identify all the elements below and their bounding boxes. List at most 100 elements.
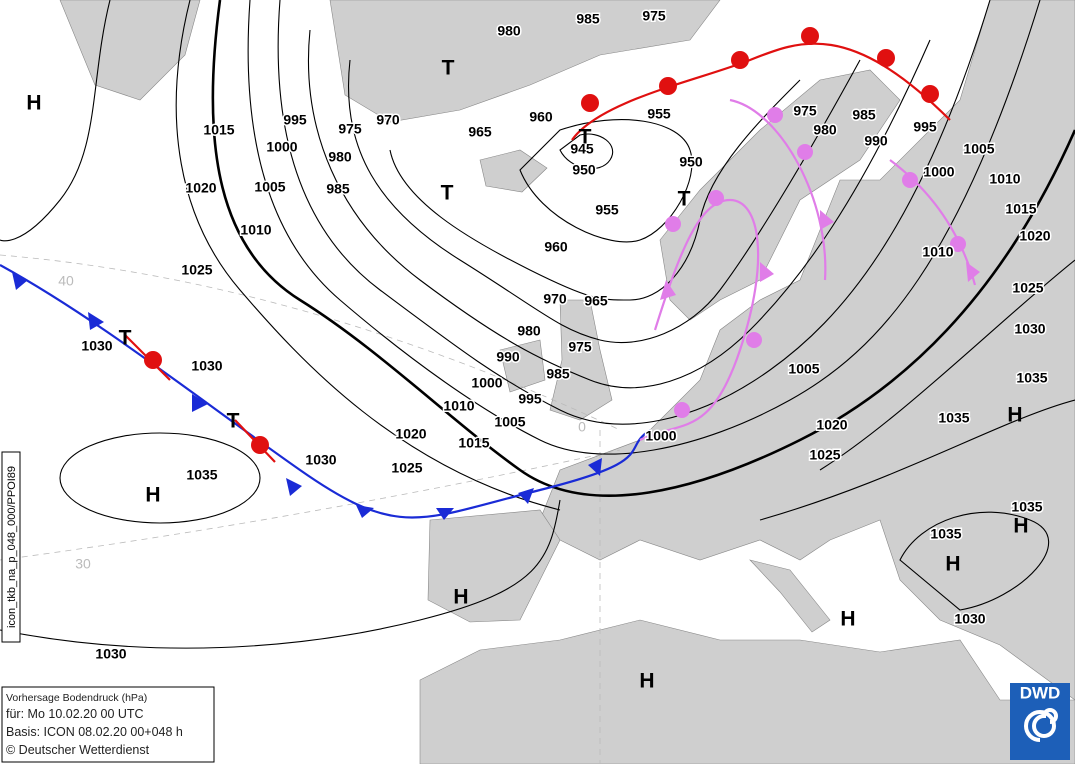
land [427, 509, 561, 623]
isobar-label: 990 [864, 133, 888, 149]
isobar-label: 1020 [395, 426, 426, 442]
pressure-center: H [840, 608, 855, 631]
cold-front-symbol [588, 458, 602, 476]
warm-front-symbol [801, 27, 819, 45]
side-label: icon_tkb_na_p_048_000/PPOI89 [6, 466, 18, 628]
isobar-label: 980 [813, 122, 837, 138]
occlusion-symbol [660, 280, 676, 300]
isobar [0, 0, 111, 242]
isobar-label: 1035 [1011, 499, 1042, 515]
isobar-label: 1000 [923, 164, 954, 180]
isobar-label: 1020 [816, 417, 847, 433]
pressure-center: H [145, 484, 160, 507]
isobar-label: 985 [852, 107, 876, 123]
occlusion-symbol [966, 262, 980, 282]
occlusion-symbol [746, 332, 762, 348]
isobar-label: 1025 [1012, 280, 1043, 296]
graticule-label: 30 [75, 556, 91, 572]
land [749, 559, 831, 633]
side-label-frame [1, 451, 21, 643]
warm-front-symbol [144, 351, 162, 369]
pressure-center: H [1013, 515, 1028, 538]
land [539, 0, 1075, 701]
isobar [347, 59, 861, 344]
land [419, 619, 1075, 764]
isobar-label: 945 [570, 141, 594, 157]
isobar-label: 980 [517, 323, 541, 339]
isobar [277, 0, 991, 425]
cold-front-symbol [436, 508, 454, 520]
front-symbols [12, 272, 602, 520]
isobar-label: 955 [595, 202, 619, 218]
warm-front [571, 42, 951, 141]
isobar [389, 79, 801, 301]
cold-front [0, 264, 651, 519]
front-symbols [144, 27, 939, 454]
isobar-label: 1030 [954, 611, 985, 627]
isobar-label: 1020 [1019, 228, 1050, 244]
isobar-label: 975 [338, 121, 362, 137]
isobar [559, 133, 613, 170]
isobar-label: 995 [913, 119, 937, 135]
isobar [519, 119, 693, 243]
fronts [0, 27, 980, 520]
isobar [759, 399, 1075, 521]
land [549, 299, 613, 421]
cold-front-symbol [518, 488, 534, 504]
pressure-center: H [453, 586, 468, 609]
isobar-label: 1005 [788, 361, 819, 377]
warm-front-symbol [581, 94, 599, 112]
occlusion-symbol [902, 172, 918, 188]
isobar-label: 975 [793, 103, 817, 119]
cold-front-symbol [192, 394, 208, 412]
isobar-label: 1000 [266, 139, 297, 155]
occlusion-symbol [950, 236, 966, 252]
isobar-label: 970 [543, 291, 567, 307]
land [329, 0, 721, 123]
legend-line: Basis: ICON 08.02.20 00+048 h [6, 725, 183, 739]
isobar-label: 1000 [645, 428, 676, 444]
pressure-center: T [119, 327, 132, 350]
logo-text: DWD [1020, 683, 1061, 702]
land-masses [59, 0, 1075, 764]
pressure-center: T [227, 410, 240, 433]
isobar-label: 1010 [240, 222, 271, 238]
isobar [59, 432, 261, 524]
graticule-line [0, 449, 621, 561]
warm-front-symbol [877, 49, 895, 67]
pressure-center: H [1007, 404, 1022, 427]
isobar-label: 970 [376, 112, 400, 128]
occlusion-symbol [708, 190, 724, 206]
isobar-label: 985 [546, 366, 570, 382]
isobar-label: 1020 [185, 180, 216, 196]
logo-box [1010, 683, 1070, 760]
cold-front-symbol [286, 478, 302, 496]
isobar-label: 1035 [930, 526, 961, 542]
isobar-label: 990 [496, 349, 520, 365]
isobar-label: 975 [568, 339, 592, 355]
isobar-label: 1030 [191, 358, 222, 374]
isobar-label: 1010 [922, 244, 953, 260]
isobar-label: 1025 [181, 262, 212, 278]
land [59, 0, 201, 101]
graticule [0, 254, 621, 764]
occlusion-symbol [760, 262, 774, 282]
occluded-front [729, 98, 827, 281]
warm-front-symbol [731, 51, 749, 69]
legend-box: Vorhersage Bodendruck (hPa) für: Mo 10.0… [1, 686, 215, 763]
isobar-label: 1000 [471, 375, 502, 391]
isobar-label: 1030 [305, 452, 336, 468]
labels: 40 30 0 980 985 975 1015 995 975 970 965 960 955 975 9… [26, 6, 1052, 693]
graticule-label: 0 [578, 419, 586, 435]
pressure-center: H [945, 553, 960, 576]
isobar-label: 950 [572, 162, 596, 178]
legend-line: für: Mo 10.02.20 00 UTC [6, 707, 144, 721]
pressure-center: T [579, 126, 592, 149]
isobar-label: 995 [283, 112, 307, 128]
pressure-center: H [639, 670, 654, 693]
front-symbols [660, 107, 980, 418]
isobar-label: 965 [468, 124, 492, 140]
isobar-label: 960 [529, 109, 553, 125]
